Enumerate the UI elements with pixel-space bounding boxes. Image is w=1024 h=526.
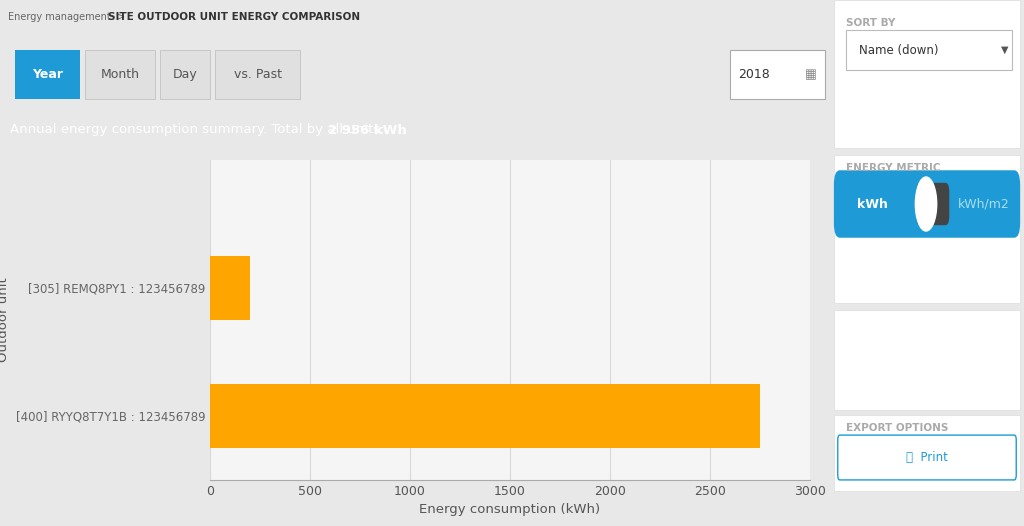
FancyBboxPatch shape	[838, 435, 1016, 480]
Text: ENERGY METRIC: ENERGY METRIC	[846, 163, 940, 173]
Text: Year: Year	[32, 68, 63, 81]
FancyBboxPatch shape	[834, 155, 1020, 303]
FancyBboxPatch shape	[846, 30, 1013, 70]
Text: Name (down): Name (down)	[859, 44, 939, 56]
Text: 2018: 2018	[738, 68, 770, 81]
Text: 2 956 kWh: 2 956 kWh	[328, 124, 407, 137]
Text: Month: Month	[100, 68, 139, 81]
FancyBboxPatch shape	[15, 50, 80, 99]
FancyBboxPatch shape	[834, 0, 1020, 148]
FancyBboxPatch shape	[834, 415, 1020, 491]
FancyBboxPatch shape	[834, 170, 1020, 238]
FancyBboxPatch shape	[916, 183, 949, 225]
Text: ▼: ▼	[1000, 45, 1009, 55]
Circle shape	[915, 177, 937, 231]
FancyBboxPatch shape	[160, 50, 210, 99]
Text: Annual energy consumption summary. Total by all units:: Annual energy consumption summary. Total…	[10, 124, 389, 137]
Text: kWh/m2: kWh/m2	[957, 197, 1009, 210]
Text: ▦: ▦	[805, 68, 817, 81]
Text: Day: Day	[173, 68, 198, 81]
FancyBboxPatch shape	[834, 310, 1020, 410]
Text: 🖨  Print: 🖨 Print	[906, 451, 948, 464]
FancyBboxPatch shape	[85, 50, 155, 99]
Bar	[210, 256, 250, 320]
Y-axis label: Outdoor unit: Outdoor unit	[0, 278, 10, 362]
Text: SORT BY: SORT BY	[846, 18, 895, 28]
Bar	[210, 384, 760, 448]
FancyBboxPatch shape	[730, 50, 825, 99]
Text: Energy management  >: Energy management >	[8, 13, 128, 23]
Text: kWh: kWh	[857, 197, 888, 210]
Text: vs. Past: vs. Past	[233, 68, 282, 81]
Text: EXPORT OPTIONS: EXPORT OPTIONS	[846, 423, 948, 433]
Text: SITE OUTDOOR UNIT ENERGY COMPARISON: SITE OUTDOOR UNIT ENERGY COMPARISON	[108, 13, 359, 23]
X-axis label: Energy consumption (kWh): Energy consumption (kWh)	[420, 503, 600, 517]
FancyBboxPatch shape	[215, 50, 300, 99]
